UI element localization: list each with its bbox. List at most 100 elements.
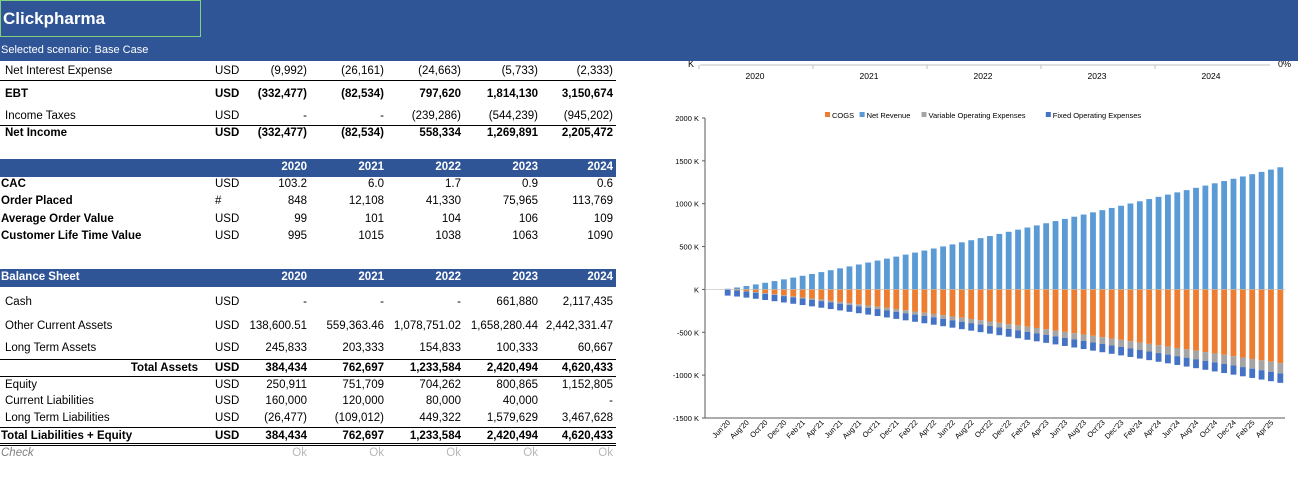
value-cell[interactable]: Ok [523,447,538,459]
row-label[interactable]: Check [1,447,34,459]
value-cell[interactable]: 384,434 [265,362,307,374]
value-cell[interactable]: 2022 [435,161,461,173]
unit-cell[interactable]: USD [215,296,240,308]
value-cell[interactable]: (2,333) [576,65,613,77]
unit-cell[interactable]: USD [215,430,240,442]
value-cell[interactable]: 103.2 [278,178,307,190]
value-cell[interactable]: 1015 [358,230,384,242]
value-cell[interactable]: 800,865 [496,379,538,391]
value-cell[interactable]: 99 [294,213,307,225]
app-title-cell[interactable]: Clickpharma [0,0,201,37]
value-cell[interactable]: - [303,296,307,308]
value-cell[interactable]: 2,420,494 [486,362,538,374]
value-cell[interactable]: 751,709 [342,379,384,391]
value-cell[interactable]: (945,202) [563,110,613,122]
value-cell[interactable]: 80,000 [425,395,461,407]
unit-cell[interactable]: USD [215,320,240,332]
row-label[interactable]: Net Interest Expense [5,65,113,77]
value-cell[interactable]: 1,658,280.44 [470,320,538,332]
value-cell[interactable]: 1,152,805 [561,379,613,391]
value-cell[interactable]: 762,697 [342,430,384,442]
value-cell[interactable]: 113,769 [572,195,613,207]
value-cell[interactable]: 3,150,674 [561,88,613,100]
unit-cell[interactable]: USD [215,178,240,190]
value-cell[interactable]: 1,269,891 [486,127,538,139]
value-cell[interactable]: 449,322 [419,412,461,424]
row-label[interactable]: Net Income [5,127,67,139]
value-cell[interactable]: 104 [441,213,461,225]
value-cell[interactable]: 1090 [587,230,613,242]
value-cell[interactable]: 2021 [358,161,384,173]
value-cell[interactable]: 2020 [281,161,307,173]
value-cell[interactable]: (332,477) [257,88,307,100]
value-cell[interactable]: (82,534) [341,88,384,100]
value-cell[interactable]: Ok [598,447,613,459]
value-cell[interactable]: 60,667 [577,342,613,354]
value-cell[interactable]: Ok [292,447,307,459]
row-label[interactable]: Long Term Assets [5,342,97,354]
value-cell[interactable]: 661,880 [496,296,538,308]
value-cell[interactable]: (332,477) [257,127,307,139]
row-label[interactable]: Long Term Liabilities [5,412,110,424]
value-cell[interactable]: 120,000 [342,395,384,407]
value-cell[interactable]: 762,697 [342,362,384,374]
value-cell[interactable]: 138,600.51 [249,320,307,332]
row-label[interactable]: Order Placed [1,195,73,207]
value-cell[interactable]: 995 [287,230,307,242]
row-label[interactable]: Average Order Value [1,213,114,225]
value-cell[interactable]: 0.9 [522,178,538,190]
value-cell[interactable]: 4,620,433 [561,362,613,374]
value-cell[interactable]: - [380,110,384,122]
value-cell[interactable]: - [457,296,461,308]
value-cell[interactable]: - [609,395,613,407]
value-cell[interactable]: 558,334 [419,127,461,139]
value-cell[interactable]: - [303,110,307,122]
value-cell[interactable]: 101 [364,213,384,225]
value-cell[interactable]: (82,534) [341,127,384,139]
value-cell[interactable]: 1,233,584 [409,430,461,442]
value-cell[interactable]: 704,262 [419,379,461,391]
value-cell[interactable]: 41,330 [425,195,461,207]
unit-cell[interactable]: # [215,195,222,207]
unit-cell[interactable]: USD [215,412,240,424]
value-cell[interactable]: 100,333 [496,342,538,354]
value-cell[interactable]: (5,733) [501,65,538,77]
value-cell[interactable]: (26,161) [341,65,384,77]
value-cell[interactable]: 2023 [512,271,538,283]
row-label[interactable]: Other Current Assets [5,320,113,332]
unit-cell[interactable]: USD [215,213,240,225]
unit-cell[interactable]: USD [215,230,240,242]
value-cell[interactable]: (239,286) [411,110,461,122]
unit-cell[interactable]: USD [215,127,240,139]
value-cell[interactable]: 1,814,130 [486,88,538,100]
value-cell[interactable]: (24,663) [418,65,461,77]
value-cell[interactable]: 160,000 [265,395,307,407]
row-label[interactable]: Equity [5,379,37,391]
value-cell[interactable]: 203,333 [342,342,384,354]
row-label[interactable]: Current Liabilities [5,395,94,407]
value-cell[interactable]: 2022 [435,271,461,283]
row-label[interactable]: CAC [1,178,26,190]
value-cell[interactable]: 848 [287,195,307,207]
value-cell[interactable]: 0.6 [597,178,613,190]
value-cell[interactable]: 2,205,472 [561,127,613,139]
row-label[interactable]: Total Liabilities + Equity [1,430,133,442]
value-cell[interactable]: 2,117,435 [562,296,613,308]
unit-cell[interactable]: USD [215,88,240,100]
unit-cell[interactable]: USD [215,110,240,122]
value-cell[interactable]: 6.0 [368,178,384,190]
value-cell[interactable]: Ok [369,447,384,459]
value-cell[interactable]: 2024 [587,161,613,173]
value-cell[interactable]: 154,833 [419,342,461,354]
unit-cell[interactable]: USD [215,65,240,77]
value-cell[interactable]: 245,833 [265,342,307,354]
value-cell[interactable]: 250,911 [266,379,307,391]
value-cell[interactable]: 75,965 [502,195,538,207]
value-cell[interactable]: 2021 [358,271,384,283]
value-cell[interactable]: 4,620,433 [561,430,613,442]
value-cell[interactable]: 1,579,629 [486,412,538,424]
value-cell[interactable]: 2,442,331.47 [545,320,613,332]
value-cell[interactable]: (109,012) [334,412,384,424]
value-cell[interactable]: 109 [593,213,613,225]
value-cell[interactable]: 1038 [435,230,461,242]
